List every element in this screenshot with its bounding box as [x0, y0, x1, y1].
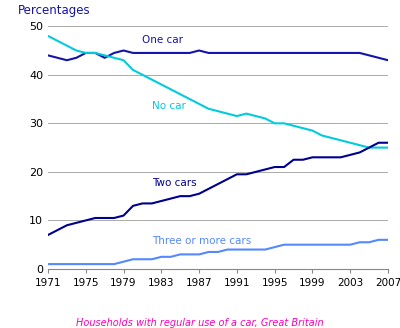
- Text: One car: One car: [142, 35, 184, 45]
- Text: Three or more cars: Three or more cars: [152, 236, 251, 246]
- Text: No car: No car: [152, 101, 186, 111]
- Text: Two cars: Two cars: [152, 178, 196, 188]
- Text: Percentages: Percentages: [18, 4, 90, 16]
- Text: Households with regular use of a car, Great Britain: Households with regular use of a car, Gr…: [76, 318, 324, 328]
